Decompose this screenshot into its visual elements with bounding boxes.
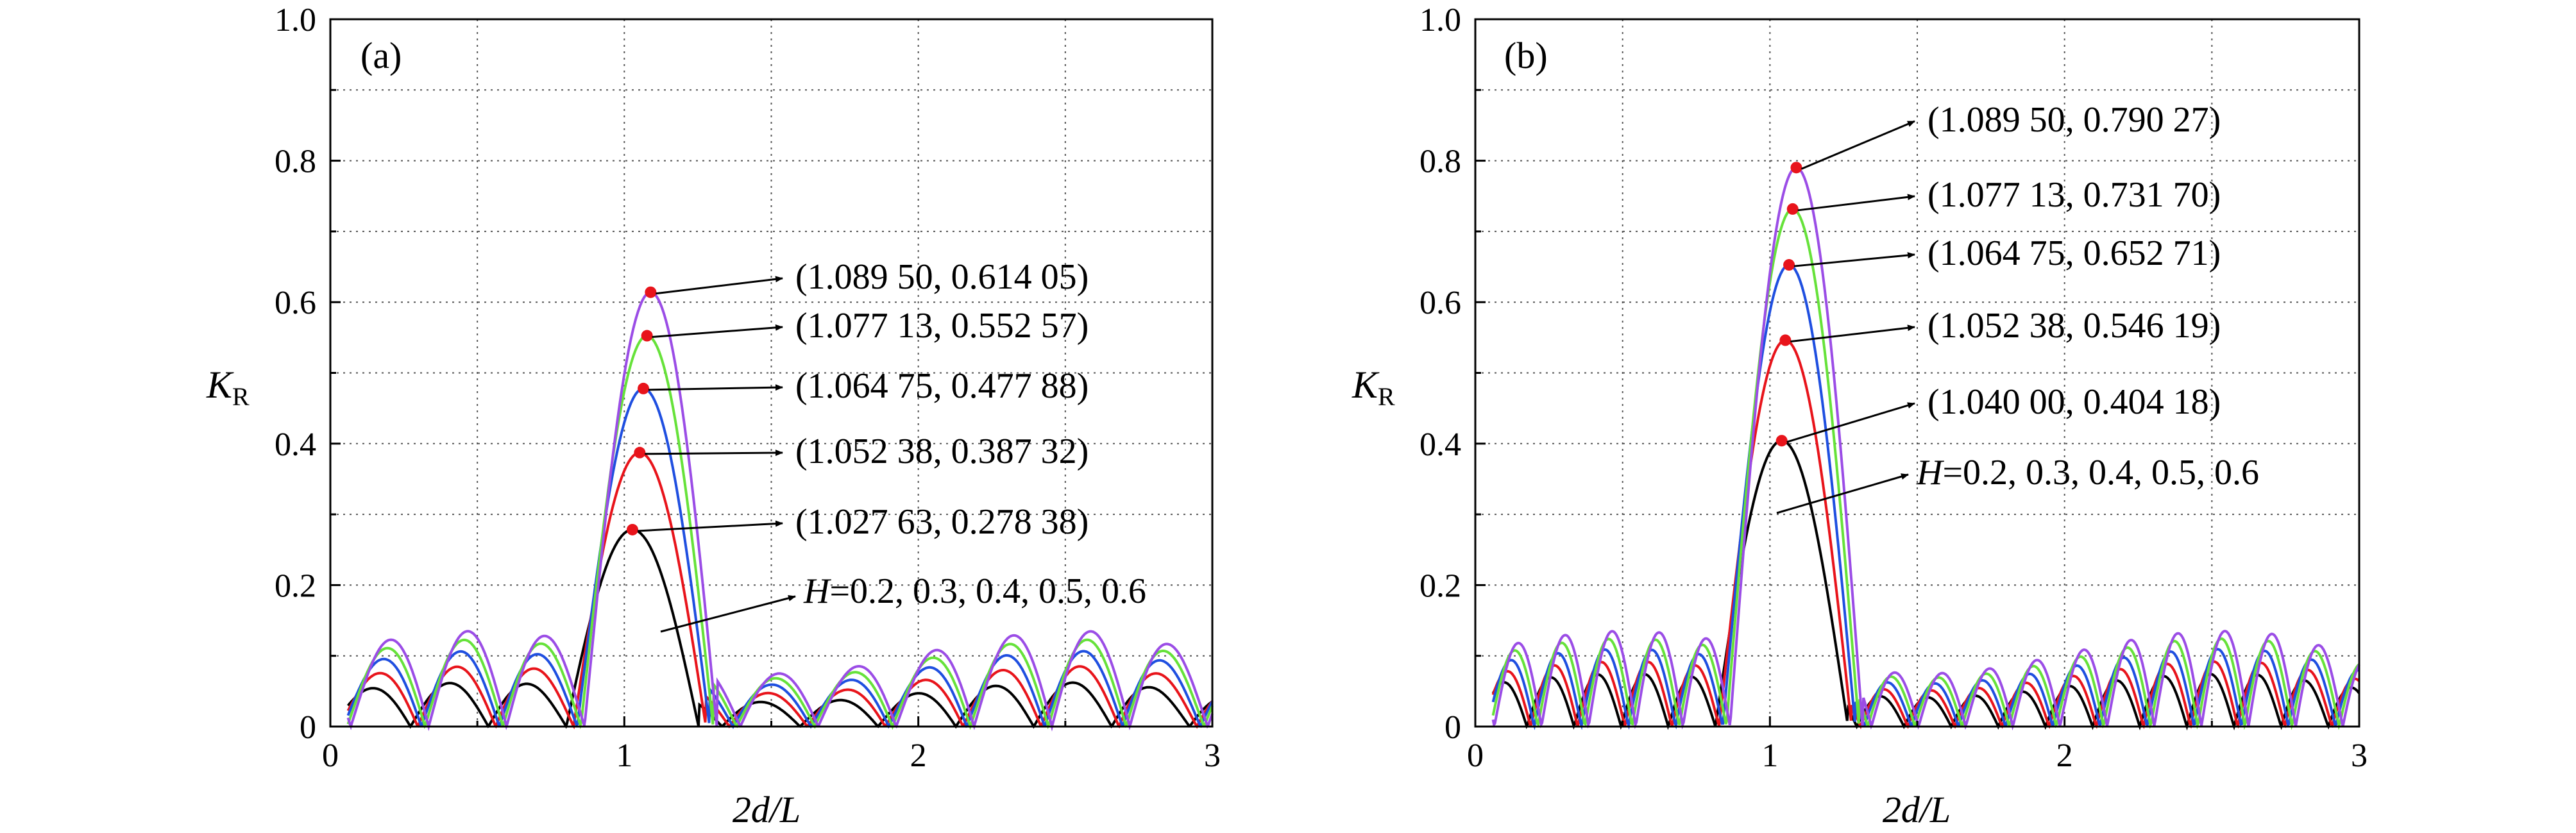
- peak-annotation-label: (1.089 50, 0.790 27): [1928, 100, 2221, 140]
- y-tick-label: 0.8: [1419, 144, 1461, 180]
- y-tick-label: 0: [1445, 709, 1461, 746]
- panel-b-label: (b): [1504, 35, 1548, 76]
- series-line-h-0-3: [346, 451, 1214, 730]
- peak-marker: [638, 382, 650, 394]
- y-tick-label: 0.2: [1419, 568, 1461, 604]
- peak-annotation-label: (1.064 75, 0.652 71): [1928, 233, 2221, 273]
- peak-marker: [645, 286, 657, 298]
- y-tick-label: 0: [300, 709, 316, 746]
- annotation-arrow: [648, 384, 783, 391]
- panel-b-h-label-values: =0.2, 0.3, 0.4, 0.5, 0.6: [1942, 453, 2259, 492]
- peak-annotation-label: (1.052 38, 0.387 32): [795, 432, 1089, 471]
- panel-b: 0 1 2 3 0 0.2 0.4 0.6 0.8 1.0 (1.089 50, 0.790 27…: [1352, 2, 2368, 830]
- panel-b-h-label: H=0.2, 0.3, 0.4, 0.5, 0.6: [1916, 453, 2259, 492]
- x-tick-label: 3: [1204, 737, 1221, 774]
- peak-marker: [634, 446, 646, 459]
- panel-b-curves: [1491, 166, 2360, 731]
- peak-marker: [1783, 259, 1795, 271]
- annotation-arrow: [645, 450, 783, 457]
- peak-marker: [1790, 162, 1802, 174]
- series-line-h-0-6: [346, 290, 1214, 732]
- peak-annotation-label: (1.089 50, 0.614 05): [795, 257, 1089, 297]
- panel-b-annotations: (1.089 50, 0.790 27) (1.077 13, 0.731 70)…: [1775, 100, 2221, 514]
- x-tick-label: 2: [2056, 737, 2073, 774]
- panel-a-x-axis-label: 2d/L: [733, 789, 801, 830]
- annotation-arrow: [1793, 252, 1915, 267]
- series-line-h-0-5: [1491, 208, 2360, 730]
- y-tick-label: 0.4: [275, 426, 316, 463]
- annotation-arrow: [1790, 324, 1915, 343]
- panel-b-x-axis-label: 2d/L: [1883, 789, 1951, 830]
- peak-annotation-label: (1.077 13, 0.552 57): [795, 306, 1089, 346]
- y-tick-label: 1.0: [275, 2, 316, 38]
- x-tick-label: 0: [322, 737, 339, 774]
- peak-annotation-label: (1.052 38, 0.546 19): [1928, 306, 2221, 346]
- peak-annotation-label: (1.027 63, 0.278 38): [795, 502, 1089, 542]
- peak-marker: [1775, 435, 1788, 447]
- panel-b-grid: [1475, 19, 2359, 727]
- h-label-arrow: [660, 594, 796, 633]
- annotation-arrow: [1786, 402, 1915, 443]
- x-tick-label: 2: [910, 737, 927, 774]
- peak-annotation-label: (1.064 75, 0.477 88): [795, 366, 1089, 406]
- panel-a-annotations: (1.089 50, 0.614 05) (1.077 13, 0.552 57)…: [626, 257, 1089, 633]
- panel-b-y-axis-label-sub: R: [1378, 382, 1395, 411]
- x-tick-label: 3: [2351, 737, 2368, 774]
- x-tick-label: 1: [1761, 737, 1778, 774]
- panel-a: 0 1 2 3 0 0.2 0.4 0.6 0.8 1.0 (1.089 50, 0.614 05…: [206, 2, 1221, 830]
- panel-a-h-label: H=0.2, 0.3, 0.4, 0.5, 0.6: [803, 571, 1146, 611]
- panel-a-y-axis-label-main: K: [206, 364, 234, 406]
- annotation-arrow: [1801, 120, 1915, 170]
- panel-b-h-label-symbol: H: [1916, 453, 1944, 492]
- y-tick-label: 0.6: [1419, 285, 1461, 321]
- series-line-h-0-5: [346, 334, 1214, 730]
- panel-a-curves: [346, 290, 1214, 732]
- panel-b-y-axis-label-main: K: [1352, 364, 1380, 406]
- panel-b-y-axis-label: KR: [1352, 364, 1395, 411]
- peak-marker: [1786, 203, 1799, 215]
- h-label-arrow: [1776, 473, 1909, 514]
- panel-b-ticks: 0 1 2 3 0 0.2 0.4 0.6 0.8 1.0: [1419, 2, 2368, 774]
- panel-a-h-label-symbol: H: [803, 571, 831, 611]
- panel-a-h-label-values: =0.2, 0.3, 0.4, 0.5, 0.6: [829, 571, 1146, 611]
- y-tick-label: 0.4: [1419, 426, 1461, 463]
- panel-a-label: (a): [360, 35, 402, 76]
- y-tick-label: 0.8: [275, 144, 316, 180]
- y-tick-label: 0.6: [275, 285, 316, 321]
- peak-marker: [641, 330, 653, 342]
- x-tick-label: 0: [1467, 737, 1484, 774]
- annotation-arrow: [656, 276, 783, 295]
- peak-annotation-label: (1.040 00, 0.404 18): [1928, 382, 2221, 422]
- y-tick-label: 1.0: [1419, 2, 1461, 38]
- panel-a-y-axis-label: KR: [206, 364, 250, 411]
- series-line-h-0-6: [1491, 166, 2360, 731]
- peak-annotation-label: (1.077 13, 0.731 70): [1928, 175, 2221, 215]
- annotation-arrow: [652, 324, 783, 339]
- peak-marker: [626, 523, 638, 535]
- panel-a-y-axis-label-sub: R: [232, 382, 250, 411]
- annotation-arrow: [637, 520, 783, 532]
- panel-a-ticks: 0 1 2 3 0 0.2 0.4 0.6 0.8 1.0: [275, 2, 1221, 774]
- peak-marker: [1779, 334, 1792, 346]
- x-tick-label: 1: [616, 737, 632, 774]
- y-tick-label: 0.2: [275, 568, 316, 604]
- annotation-arrow: [1797, 194, 1915, 212]
